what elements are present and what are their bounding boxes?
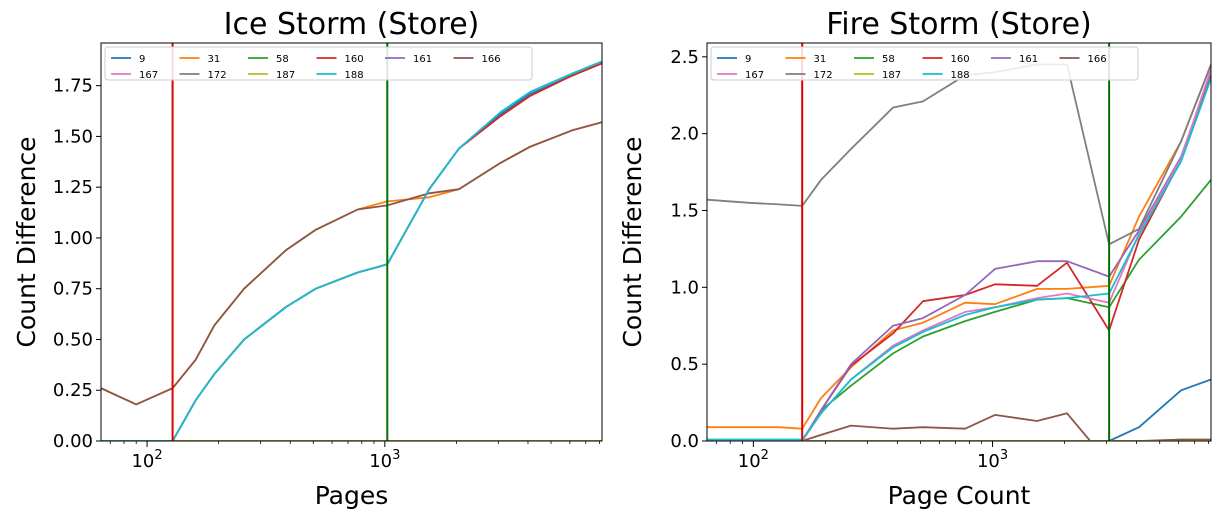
series-line-160 bbox=[707, 73, 1211, 441]
y-tick-label: 2.5 bbox=[670, 47, 699, 68]
x-tick-exponent: 3 bbox=[1000, 448, 1008, 463]
legend-label-58: 58 bbox=[276, 54, 289, 65]
plot-area bbox=[101, 43, 602, 441]
y-tick-label: 1.50 bbox=[53, 126, 93, 147]
legend-label-172: 172 bbox=[814, 70, 833, 81]
x-tick-base: 10 bbox=[977, 451, 1000, 472]
axes-frame bbox=[706, 42, 1212, 442]
y-axis-label: Count Difference bbox=[12, 136, 41, 347]
legend-label-160: 160 bbox=[345, 54, 364, 65]
legend-label-58: 58 bbox=[882, 54, 895, 65]
y-tick-label: 1.0 bbox=[670, 277, 699, 298]
x-tick-exponent: 3 bbox=[392, 448, 400, 463]
chart-2: Fire Storm (Store) Page Count Count Differ… bbox=[618, 7, 1212, 510]
legend-label-172: 172 bbox=[208, 70, 227, 81]
y-tick-label: 1.00 bbox=[53, 228, 93, 249]
legend-label-187: 187 bbox=[276, 70, 295, 81]
y-tick-label: 0.5 bbox=[670, 354, 699, 375]
x-tick-label: 102 bbox=[738, 448, 769, 472]
legend-label-188: 188 bbox=[345, 70, 364, 81]
y-tick-label: 1.75 bbox=[53, 76, 93, 97]
y-tick-label: 0.00 bbox=[53, 431, 93, 452]
series-line-31 bbox=[101, 121, 602, 406]
legend-box bbox=[710, 46, 1139, 81]
chart-1: Ice Storm (Store) Pages Count Difference 0.… bbox=[12, 7, 603, 510]
axes-frame bbox=[100, 42, 603, 442]
y-tick-label: 1.5 bbox=[670, 200, 699, 221]
x-axis-label: Page Count bbox=[888, 481, 1031, 510]
x-tick-label: 103 bbox=[977, 448, 1008, 472]
x-tick-label: 103 bbox=[369, 448, 400, 472]
legend-label-167: 167 bbox=[139, 70, 158, 81]
y-tick-label: 0.75 bbox=[53, 279, 93, 300]
legend-label-31: 31 bbox=[814, 54, 827, 65]
legend-label-31: 31 bbox=[208, 54, 221, 65]
series-line-31 bbox=[707, 64, 1211, 430]
series-line-188 bbox=[101, 60, 602, 441]
series-line-188 bbox=[707, 77, 1211, 441]
y-tick-label: 2.0 bbox=[670, 124, 699, 145]
y-axis-label: Count Difference bbox=[618, 136, 647, 347]
y-tick-label: 0.50 bbox=[53, 329, 93, 350]
x-tick-exponent: 2 bbox=[154, 448, 162, 463]
y-tick-label: 0.25 bbox=[53, 380, 93, 401]
legend: 9 31 58 160 161 166 167 172 187 188 bbox=[710, 46, 1139, 81]
legend-label-166: 166 bbox=[482, 54, 501, 65]
series-line-172 bbox=[707, 63, 1211, 246]
plot-area bbox=[707, 43, 1211, 441]
series-line-161 bbox=[707, 71, 1211, 441]
x-tick-exponent: 2 bbox=[761, 448, 769, 463]
legend-label-166: 166 bbox=[1088, 54, 1107, 65]
series-line-166 bbox=[101, 121, 602, 406]
x-tick-base: 10 bbox=[131, 451, 154, 472]
legend-label-161: 161 bbox=[413, 54, 432, 65]
legend-label-9: 9 bbox=[139, 54, 145, 65]
series-line-166 bbox=[707, 412, 1211, 441]
x-tick-base: 10 bbox=[738, 451, 761, 472]
legend-box bbox=[104, 46, 533, 81]
series-line-58 bbox=[707, 179, 1211, 441]
series-line-9 bbox=[707, 378, 1211, 441]
legend: 9 31 58 160 161 166 167 172 187 188 bbox=[104, 46, 533, 81]
chart-title: Fire Storm (Store) bbox=[826, 7, 1092, 42]
x-tick-base: 10 bbox=[369, 451, 392, 472]
legend-label-161: 161 bbox=[1019, 54, 1038, 65]
legend-label-9: 9 bbox=[745, 54, 751, 65]
x-axis-label: Pages bbox=[315, 481, 389, 510]
y-tick-label: 0.0 bbox=[670, 431, 699, 452]
legend-label-187: 187 bbox=[882, 70, 901, 81]
x-tick-label: 102 bbox=[131, 448, 162, 472]
legend-label-167: 167 bbox=[745, 70, 764, 81]
chart-title: Ice Storm (Store) bbox=[224, 7, 480, 42]
legend-label-188: 188 bbox=[951, 70, 970, 81]
legend-label-160: 160 bbox=[951, 54, 970, 65]
y-tick-label: 1.25 bbox=[53, 177, 93, 198]
series-line-167 bbox=[707, 68, 1211, 441]
